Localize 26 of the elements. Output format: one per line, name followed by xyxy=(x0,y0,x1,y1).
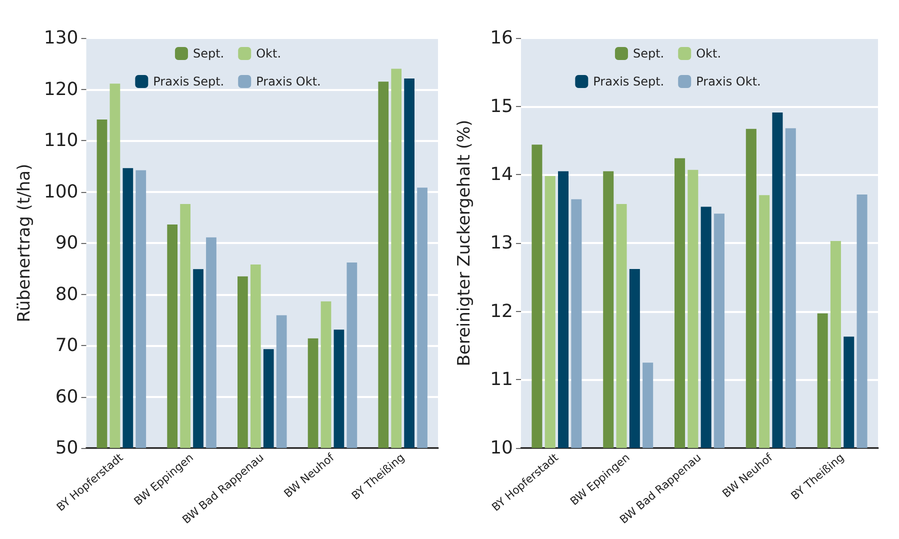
y-tick-label: 90 xyxy=(55,232,78,254)
y-tick-label: 14 xyxy=(490,164,513,186)
legend-label: Okt. xyxy=(696,46,722,60)
legend-label: Praxis Sept. xyxy=(593,74,664,88)
legend-label: Praxis Sept. xyxy=(153,74,224,88)
y-tick-label: 60 xyxy=(55,386,78,408)
y-tick-label: 12 xyxy=(490,300,513,322)
y-tick-label: 13 xyxy=(490,232,513,254)
y-tick-label: 11 xyxy=(490,369,513,390)
y-tick-label: 100 xyxy=(44,181,78,202)
y-tick-label: 80 xyxy=(55,284,78,305)
y-tick-label: 120 xyxy=(44,78,78,100)
y-axis-title: Rübenertrag (t/ha) xyxy=(14,164,34,322)
y-tick-label: 50 xyxy=(55,438,78,458)
y-tick-label: 16 xyxy=(490,28,513,48)
legend-label: Sept. xyxy=(192,46,224,60)
legend-label: Okt. xyxy=(256,46,282,60)
y-tick-label: 70 xyxy=(55,335,78,356)
legend-label: Praxis Okt. xyxy=(696,74,761,88)
legend-label: Sept. xyxy=(632,46,664,60)
y-tick-label: 10 xyxy=(490,438,513,458)
legend-label: Praxis Okt. xyxy=(256,74,321,88)
y-tick-label: 130 xyxy=(44,28,78,48)
y-axis-title: Bereinigter Zuckergehalt (%) xyxy=(454,120,474,366)
y-tick-label: 110 xyxy=(44,130,78,151)
y-tick-label: 15 xyxy=(490,96,513,117)
